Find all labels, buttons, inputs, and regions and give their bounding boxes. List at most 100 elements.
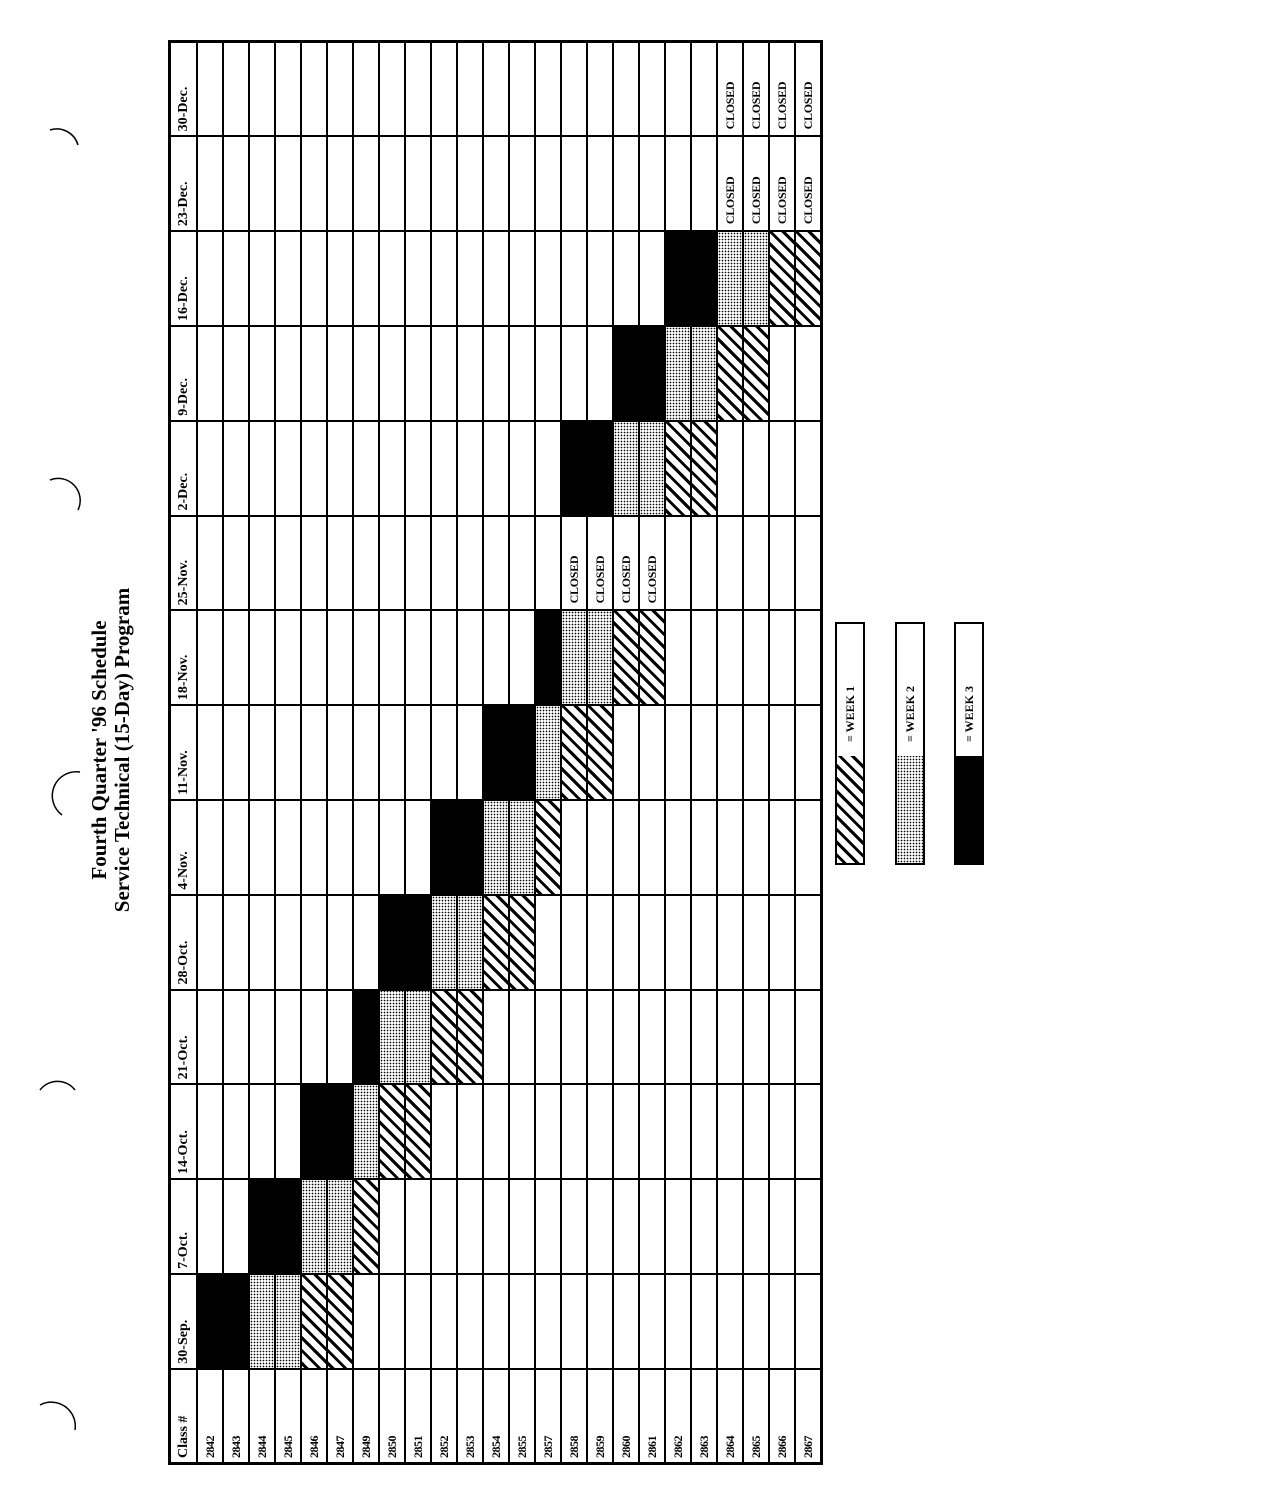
empty-cell [379, 799, 405, 895]
empty-cell [249, 894, 275, 990]
closed-cell: CLOSED [795, 41, 822, 137]
class-number: 2859 [587, 1368, 613, 1464]
empty-cell [483, 231, 509, 326]
table-row: 2858 CLOSED [561, 41, 587, 1464]
empty-cell [353, 325, 379, 421]
empty-cell [769, 325, 795, 421]
empty-cell [405, 1273, 431, 1369]
empty-cell [431, 1179, 457, 1274]
empty-cell [353, 41, 379, 137]
empty-cell [587, 231, 613, 326]
empty-cell [249, 1084, 275, 1180]
legend-swatch-dotted [897, 756, 923, 863]
empty-cell [613, 136, 639, 232]
empty-cell [327, 136, 353, 232]
table-row: 2850 [379, 41, 405, 1464]
week-1-cell [327, 1273, 353, 1369]
week-3-cell [561, 420, 587, 516]
empty-cell [431, 41, 457, 137]
table-row: 2847 [327, 41, 353, 1464]
empty-cell [743, 799, 769, 895]
class-number: 2864 [717, 1368, 743, 1464]
week-2-cell [483, 799, 509, 895]
week-1-cell [587, 705, 613, 800]
empty-cell [197, 799, 223, 895]
empty-cell [275, 231, 301, 326]
legend-swatch-hatched [837, 756, 863, 863]
empty-cell [665, 1273, 691, 1369]
class-number: 2846 [301, 1368, 327, 1464]
empty-cell [665, 705, 691, 800]
empty-cell [691, 989, 717, 1085]
week-1-cell [691, 420, 717, 516]
empty-cell [301, 799, 327, 895]
table-row: 2843 [223, 41, 249, 1464]
empty-cell [197, 420, 223, 516]
class-number: 2842 [197, 1368, 223, 1464]
empty-cell [327, 41, 353, 137]
empty-cell [535, 41, 561, 137]
empty-cell [665, 610, 691, 706]
empty-cell [639, 1084, 665, 1180]
week-2-cell [327, 1179, 353, 1274]
empty-cell [535, 231, 561, 326]
empty-cell [197, 325, 223, 421]
table-row: 2863 [691, 41, 717, 1464]
empty-cell [353, 705, 379, 800]
empty-cell [275, 1084, 301, 1180]
empty-cell [769, 515, 795, 611]
week-1-cell [535, 799, 561, 895]
empty-cell [301, 420, 327, 516]
week-3-cell [379, 894, 405, 990]
class-number: 2865 [743, 1368, 769, 1464]
empty-cell [301, 136, 327, 232]
empty-cell [717, 894, 743, 990]
closed-cell: CLOSED [769, 136, 795, 232]
empty-cell [223, 515, 249, 611]
empty-cell [327, 705, 353, 800]
empty-cell [717, 1273, 743, 1369]
table-row: 2864 CLOSED CLOSED [717, 41, 743, 1464]
table-row: 2862 [665, 41, 691, 1464]
empty-cell [691, 1273, 717, 1369]
empty-cell [405, 420, 431, 516]
table-row: 2855 [509, 41, 535, 1464]
week-3-cell [327, 1084, 353, 1180]
binder-hole-mark [49, 128, 79, 146]
empty-cell [665, 1084, 691, 1180]
empty-cell [691, 515, 717, 611]
empty-cell [327, 894, 353, 990]
table-row: 2842 [197, 41, 223, 1464]
week-2-cell [249, 1273, 275, 1369]
empty-cell [587, 1179, 613, 1274]
binder-hole-mark [49, 477, 81, 511]
empty-cell [405, 41, 431, 137]
empty-cell [691, 1179, 717, 1274]
empty-cell [535, 325, 561, 421]
week-3-cell [613, 325, 639, 421]
empty-cell [483, 610, 509, 706]
class-number: 2861 [639, 1368, 665, 1464]
class-number: 2860 [613, 1368, 639, 1464]
empty-cell [639, 705, 665, 800]
empty-cell [379, 41, 405, 137]
empty-cell [691, 610, 717, 706]
empty-cell [249, 136, 275, 232]
empty-cell [405, 325, 431, 421]
empty-cell [691, 1084, 717, 1180]
closed-cell: CLOSED [561, 515, 587, 611]
class-number: 2844 [249, 1368, 275, 1464]
empty-cell [327, 420, 353, 516]
empty-cell [561, 1179, 587, 1274]
empty-cell [587, 799, 613, 895]
class-number: 2853 [457, 1368, 483, 1464]
week-2-cell [535, 705, 561, 800]
empty-cell [769, 1084, 795, 1180]
class-number: 2855 [509, 1368, 535, 1464]
week-3-cell [509, 705, 535, 800]
empty-cell [795, 705, 822, 800]
empty-cell [275, 41, 301, 137]
week-3-cell [665, 231, 691, 326]
empty-cell [587, 41, 613, 137]
empty-cell [197, 1179, 223, 1274]
